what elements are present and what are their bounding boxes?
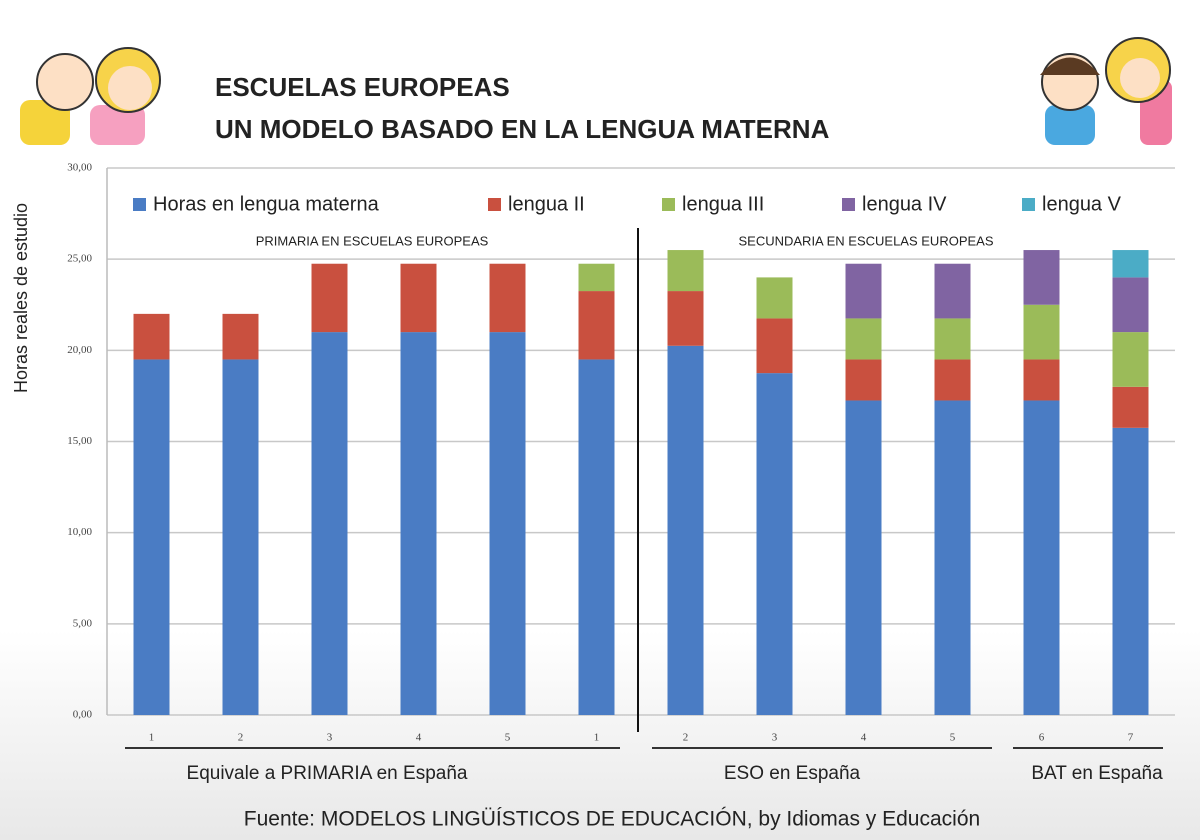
bar-segment: [667, 345, 704, 715]
section-label: PRIMARIA EN ESCUELAS EUROPEAS: [256, 233, 489, 248]
bar-segment: [667, 291, 704, 346]
source: Fuente: MODELOS LINGÜÍSTICOS DE EDUCACIÓ…: [244, 808, 980, 831]
bar-segment: [489, 263, 526, 333]
legend-label: lengua II: [508, 193, 585, 215]
section-label: SECUNDARIA EN ESCUELAS EUROPEAS: [738, 233, 993, 248]
kids-left: [20, 47, 161, 145]
x-tick-label: 4: [861, 732, 867, 744]
legend-swatch: [488, 198, 501, 211]
bar-segment: [1023, 400, 1060, 715]
grid: [107, 167, 1175, 716]
x-tick-label: 1: [594, 732, 600, 744]
bar-segment: [845, 318, 882, 360]
x-tick-label: 3: [772, 732, 778, 744]
bar-segment: [1112, 277, 1149, 333]
bar-segment: [400, 263, 437, 333]
y-tick-label: 25,00: [67, 253, 92, 265]
bar-segment: [578, 263, 615, 292]
legend-swatch: [842, 198, 855, 211]
x-tick-label: 7: [1128, 732, 1134, 744]
bar-segment: [934, 400, 971, 715]
legend-label: Horas en lengua materna: [153, 193, 380, 215]
bar-segment: [934, 318, 971, 360]
bar-segment: [1112, 332, 1149, 387]
y-tick-label: 30,00: [67, 162, 92, 174]
legend-label: lengua IV: [862, 193, 947, 215]
y-tick-label: 0,00: [73, 709, 93, 721]
bar-segment: [934, 263, 971, 319]
bar-segment: [489, 332, 526, 715]
bar-segment: [311, 332, 348, 715]
bar-segment: [1112, 427, 1149, 715]
y-tick-label: 5,00: [73, 617, 93, 629]
legend-swatch: [133, 198, 146, 211]
x-tick-label: 3: [327, 732, 333, 744]
chart-title: ESCUELAS EUROPEAS: [215, 72, 510, 102]
bar-segment: [845, 359, 882, 401]
x-tick-label: 2: [683, 732, 689, 744]
bar-segment: [1023, 250, 1060, 305]
bar-segment: [1112, 250, 1149, 278]
group-label: Equivale a PRIMARIA en España: [187, 763, 468, 784]
x-tick-label: 5: [950, 732, 956, 744]
x-tick-label: 2: [238, 732, 244, 744]
group-label: ESO en España: [724, 763, 861, 784]
bar-segment: [1112, 386, 1149, 428]
bar-segment: [845, 400, 882, 715]
y-tick-label: 20,00: [67, 344, 92, 356]
bar-segment: [311, 263, 348, 333]
bar-segment: [222, 359, 259, 715]
y-axis-label: Horas reales de estudio: [11, 203, 31, 393]
x-tick-label: 1: [149, 732, 155, 744]
bar-segment: [578, 359, 615, 715]
bar-segment: [222, 313, 259, 360]
legend-label: lengua III: [682, 193, 764, 215]
x-tick-label: 6: [1039, 732, 1045, 744]
x-tick-label: 4: [416, 732, 422, 744]
bar-segment: [845, 263, 882, 319]
bar-segment: [578, 291, 615, 360]
bar-segment: [133, 359, 170, 715]
bar-segment: [1023, 359, 1060, 401]
y-tick-label: 10,00: [67, 526, 92, 538]
x-tick-label: 5: [505, 732, 511, 744]
kids-right: [1040, 37, 1172, 145]
legend-swatch: [1022, 198, 1035, 211]
legend-label: lengua V: [1042, 193, 1122, 215]
chart-subtitle: UN MODELO BASADO EN LA LENGUA MATERNA: [215, 114, 830, 144]
bar-segment: [133, 313, 170, 360]
bar-segment: [934, 359, 971, 401]
bar-segment: [1023, 304, 1060, 360]
bar-segment: [756, 277, 793, 319]
bar-segment: [756, 318, 793, 374]
bar-segment: [667, 250, 704, 292]
group-label: BAT en España: [1031, 763, 1163, 784]
y-tick-label: 15,00: [67, 435, 92, 447]
bar-segment: [400, 332, 437, 715]
legend-swatch: [662, 198, 675, 211]
bar-segment: [756, 373, 793, 715]
